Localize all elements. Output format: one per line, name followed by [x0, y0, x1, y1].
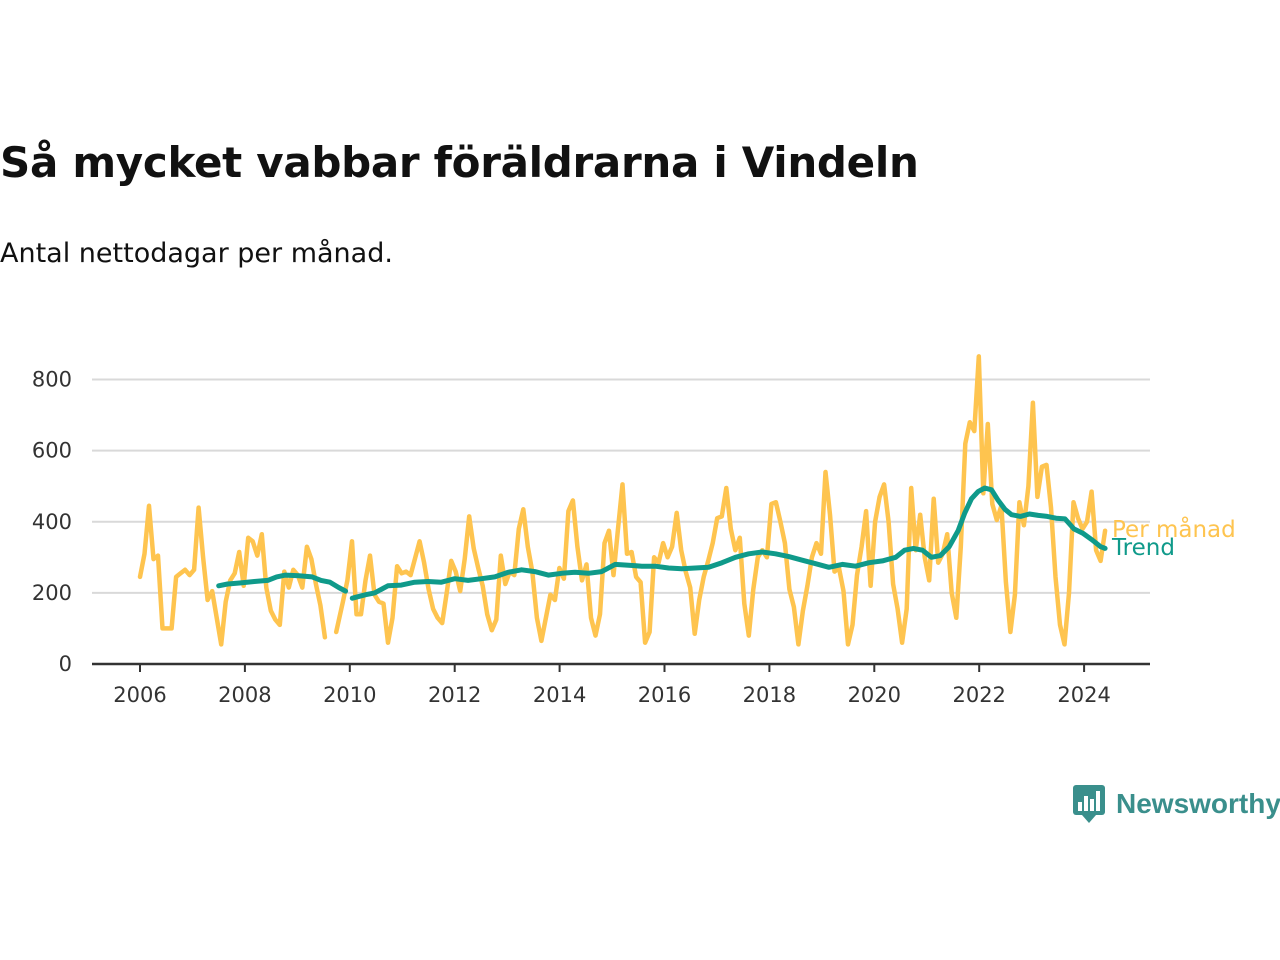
y-tick-label: 600 — [32, 439, 72, 463]
series-label-per-manad: Per månad — [1112, 515, 1236, 543]
series-line-trend — [216, 485, 1108, 601]
x-tick-label: 2012 — [428, 683, 481, 707]
x-tick-label: 2014 — [533, 683, 586, 707]
series-label-trend: Trend — [1111, 535, 1175, 561]
chart-title: Så mycket vabbar föräldrarna i Vindeln — [0, 138, 919, 187]
brand-logo: Newsworthy — [1072, 784, 1280, 824]
x-tick-label: 2022 — [952, 683, 1005, 707]
y-tick-label: 0 — [59, 652, 72, 676]
x-tick-label: 2018 — [743, 683, 796, 707]
x-tick-label: 2024 — [1057, 683, 1110, 707]
x-tick-label: 2008 — [218, 683, 271, 707]
y-tick-label: 200 — [32, 581, 72, 605]
x-tick-label: 2006 — [113, 683, 166, 707]
y-tick-label: 800 — [32, 368, 72, 392]
newsworthy-logo-icon — [1073, 785, 1105, 823]
brand-name: Newsworthy — [1116, 788, 1280, 819]
y-tick-label: 400 — [32, 510, 72, 534]
series-line-per-manad — [137, 354, 1108, 647]
x-tick-label: 2010 — [323, 683, 376, 707]
chart-subtitle: Antal nettodagar per månad. — [0, 238, 393, 269]
x-tick-label: 2020 — [848, 683, 901, 707]
x-tick-label: 2016 — [638, 683, 691, 707]
